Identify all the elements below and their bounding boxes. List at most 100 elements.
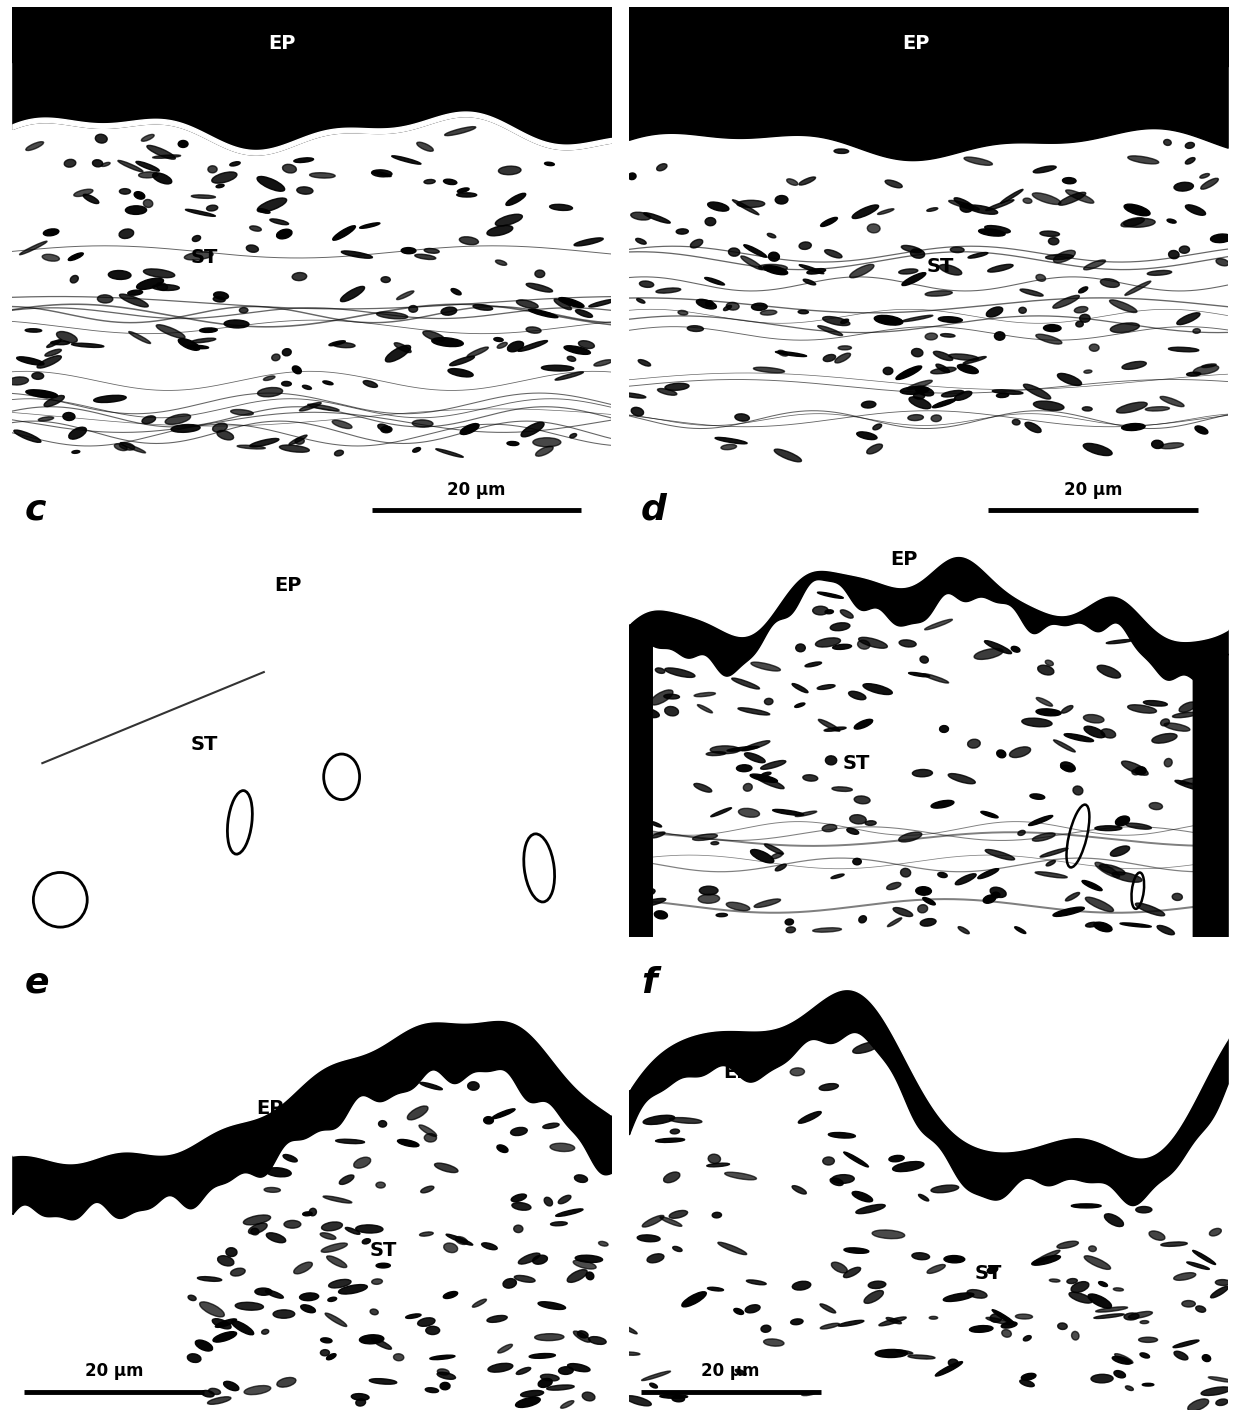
- Ellipse shape: [424, 1134, 436, 1142]
- Ellipse shape: [1152, 734, 1177, 743]
- Ellipse shape: [599, 1241, 608, 1246]
- Ellipse shape: [1094, 922, 1112, 932]
- Ellipse shape: [1172, 893, 1183, 900]
- Ellipse shape: [494, 337, 503, 341]
- Ellipse shape: [1058, 374, 1081, 385]
- Ellipse shape: [93, 160, 103, 167]
- Ellipse shape: [1084, 714, 1104, 723]
- Ellipse shape: [1084, 370, 1092, 373]
- Ellipse shape: [949, 774, 976, 784]
- Ellipse shape: [419, 1231, 433, 1236]
- Text: f: f: [641, 966, 657, 1000]
- Ellipse shape: [858, 638, 888, 648]
- Ellipse shape: [897, 1350, 913, 1355]
- Ellipse shape: [1073, 786, 1083, 795]
- Ellipse shape: [370, 1379, 397, 1384]
- Ellipse shape: [908, 415, 924, 421]
- Ellipse shape: [838, 1321, 864, 1326]
- Ellipse shape: [458, 188, 469, 193]
- Ellipse shape: [212, 1319, 231, 1329]
- Ellipse shape: [1001, 1322, 1017, 1328]
- Ellipse shape: [114, 444, 128, 451]
- Ellipse shape: [727, 903, 750, 911]
- Ellipse shape: [682, 1292, 707, 1306]
- Ellipse shape: [1121, 761, 1148, 775]
- Ellipse shape: [420, 1186, 434, 1193]
- Ellipse shape: [1023, 384, 1050, 400]
- Ellipse shape: [925, 333, 937, 340]
- Ellipse shape: [224, 320, 249, 327]
- Ellipse shape: [547, 1384, 574, 1390]
- Ellipse shape: [381, 427, 392, 432]
- Ellipse shape: [120, 442, 145, 453]
- Ellipse shape: [1014, 927, 1025, 934]
- Ellipse shape: [817, 326, 842, 336]
- Ellipse shape: [1040, 849, 1068, 857]
- Ellipse shape: [647, 1254, 663, 1263]
- Ellipse shape: [822, 1156, 835, 1165]
- Ellipse shape: [821, 1323, 839, 1329]
- Ellipse shape: [1215, 1280, 1230, 1285]
- Ellipse shape: [14, 429, 41, 442]
- Ellipse shape: [657, 164, 667, 171]
- Text: ST: ST: [975, 1264, 1002, 1282]
- Ellipse shape: [1083, 880, 1102, 891]
- Ellipse shape: [620, 813, 644, 819]
- Ellipse shape: [1200, 179, 1219, 190]
- Ellipse shape: [217, 1255, 234, 1265]
- Ellipse shape: [708, 1155, 720, 1163]
- Ellipse shape: [1091, 1374, 1114, 1383]
- Ellipse shape: [249, 438, 279, 446]
- Ellipse shape: [197, 1277, 222, 1281]
- Ellipse shape: [799, 177, 816, 186]
- Ellipse shape: [574, 1175, 588, 1182]
- Ellipse shape: [761, 1325, 771, 1332]
- Ellipse shape: [1140, 1353, 1149, 1357]
- Ellipse shape: [1021, 289, 1043, 296]
- Ellipse shape: [792, 683, 808, 693]
- Ellipse shape: [1047, 860, 1055, 866]
- Ellipse shape: [1035, 871, 1068, 879]
- Ellipse shape: [186, 210, 216, 217]
- Ellipse shape: [889, 1155, 904, 1162]
- Ellipse shape: [1125, 204, 1149, 215]
- Ellipse shape: [1174, 1272, 1195, 1281]
- Ellipse shape: [83, 194, 99, 204]
- Ellipse shape: [785, 920, 794, 925]
- Ellipse shape: [1146, 407, 1169, 411]
- Ellipse shape: [911, 1253, 930, 1260]
- Ellipse shape: [985, 640, 1012, 653]
- Ellipse shape: [735, 1369, 746, 1374]
- Ellipse shape: [967, 740, 981, 748]
- Ellipse shape: [1084, 444, 1112, 455]
- Ellipse shape: [864, 1291, 883, 1304]
- Ellipse shape: [764, 1339, 784, 1346]
- Ellipse shape: [812, 606, 828, 615]
- Ellipse shape: [543, 1124, 559, 1128]
- Text: EP: EP: [723, 1063, 750, 1083]
- Ellipse shape: [277, 1377, 296, 1387]
- Ellipse shape: [665, 667, 694, 677]
- Ellipse shape: [718, 1243, 746, 1254]
- Ellipse shape: [734, 1308, 744, 1315]
- Ellipse shape: [818, 720, 839, 731]
- Ellipse shape: [188, 1295, 196, 1301]
- Ellipse shape: [467, 1081, 479, 1090]
- Ellipse shape: [825, 249, 842, 258]
- Ellipse shape: [1033, 401, 1064, 411]
- Ellipse shape: [1049, 1280, 1060, 1282]
- Ellipse shape: [451, 289, 461, 295]
- Ellipse shape: [9, 377, 29, 385]
- Ellipse shape: [216, 184, 224, 187]
- Ellipse shape: [987, 1267, 998, 1274]
- Ellipse shape: [919, 1195, 929, 1202]
- Ellipse shape: [589, 1336, 606, 1345]
- Ellipse shape: [913, 769, 932, 777]
- Ellipse shape: [828, 1132, 856, 1138]
- Ellipse shape: [765, 845, 784, 854]
- Ellipse shape: [707, 751, 725, 755]
- Ellipse shape: [542, 366, 574, 371]
- Ellipse shape: [489, 1363, 513, 1372]
- Ellipse shape: [712, 1213, 722, 1217]
- Ellipse shape: [356, 1224, 383, 1233]
